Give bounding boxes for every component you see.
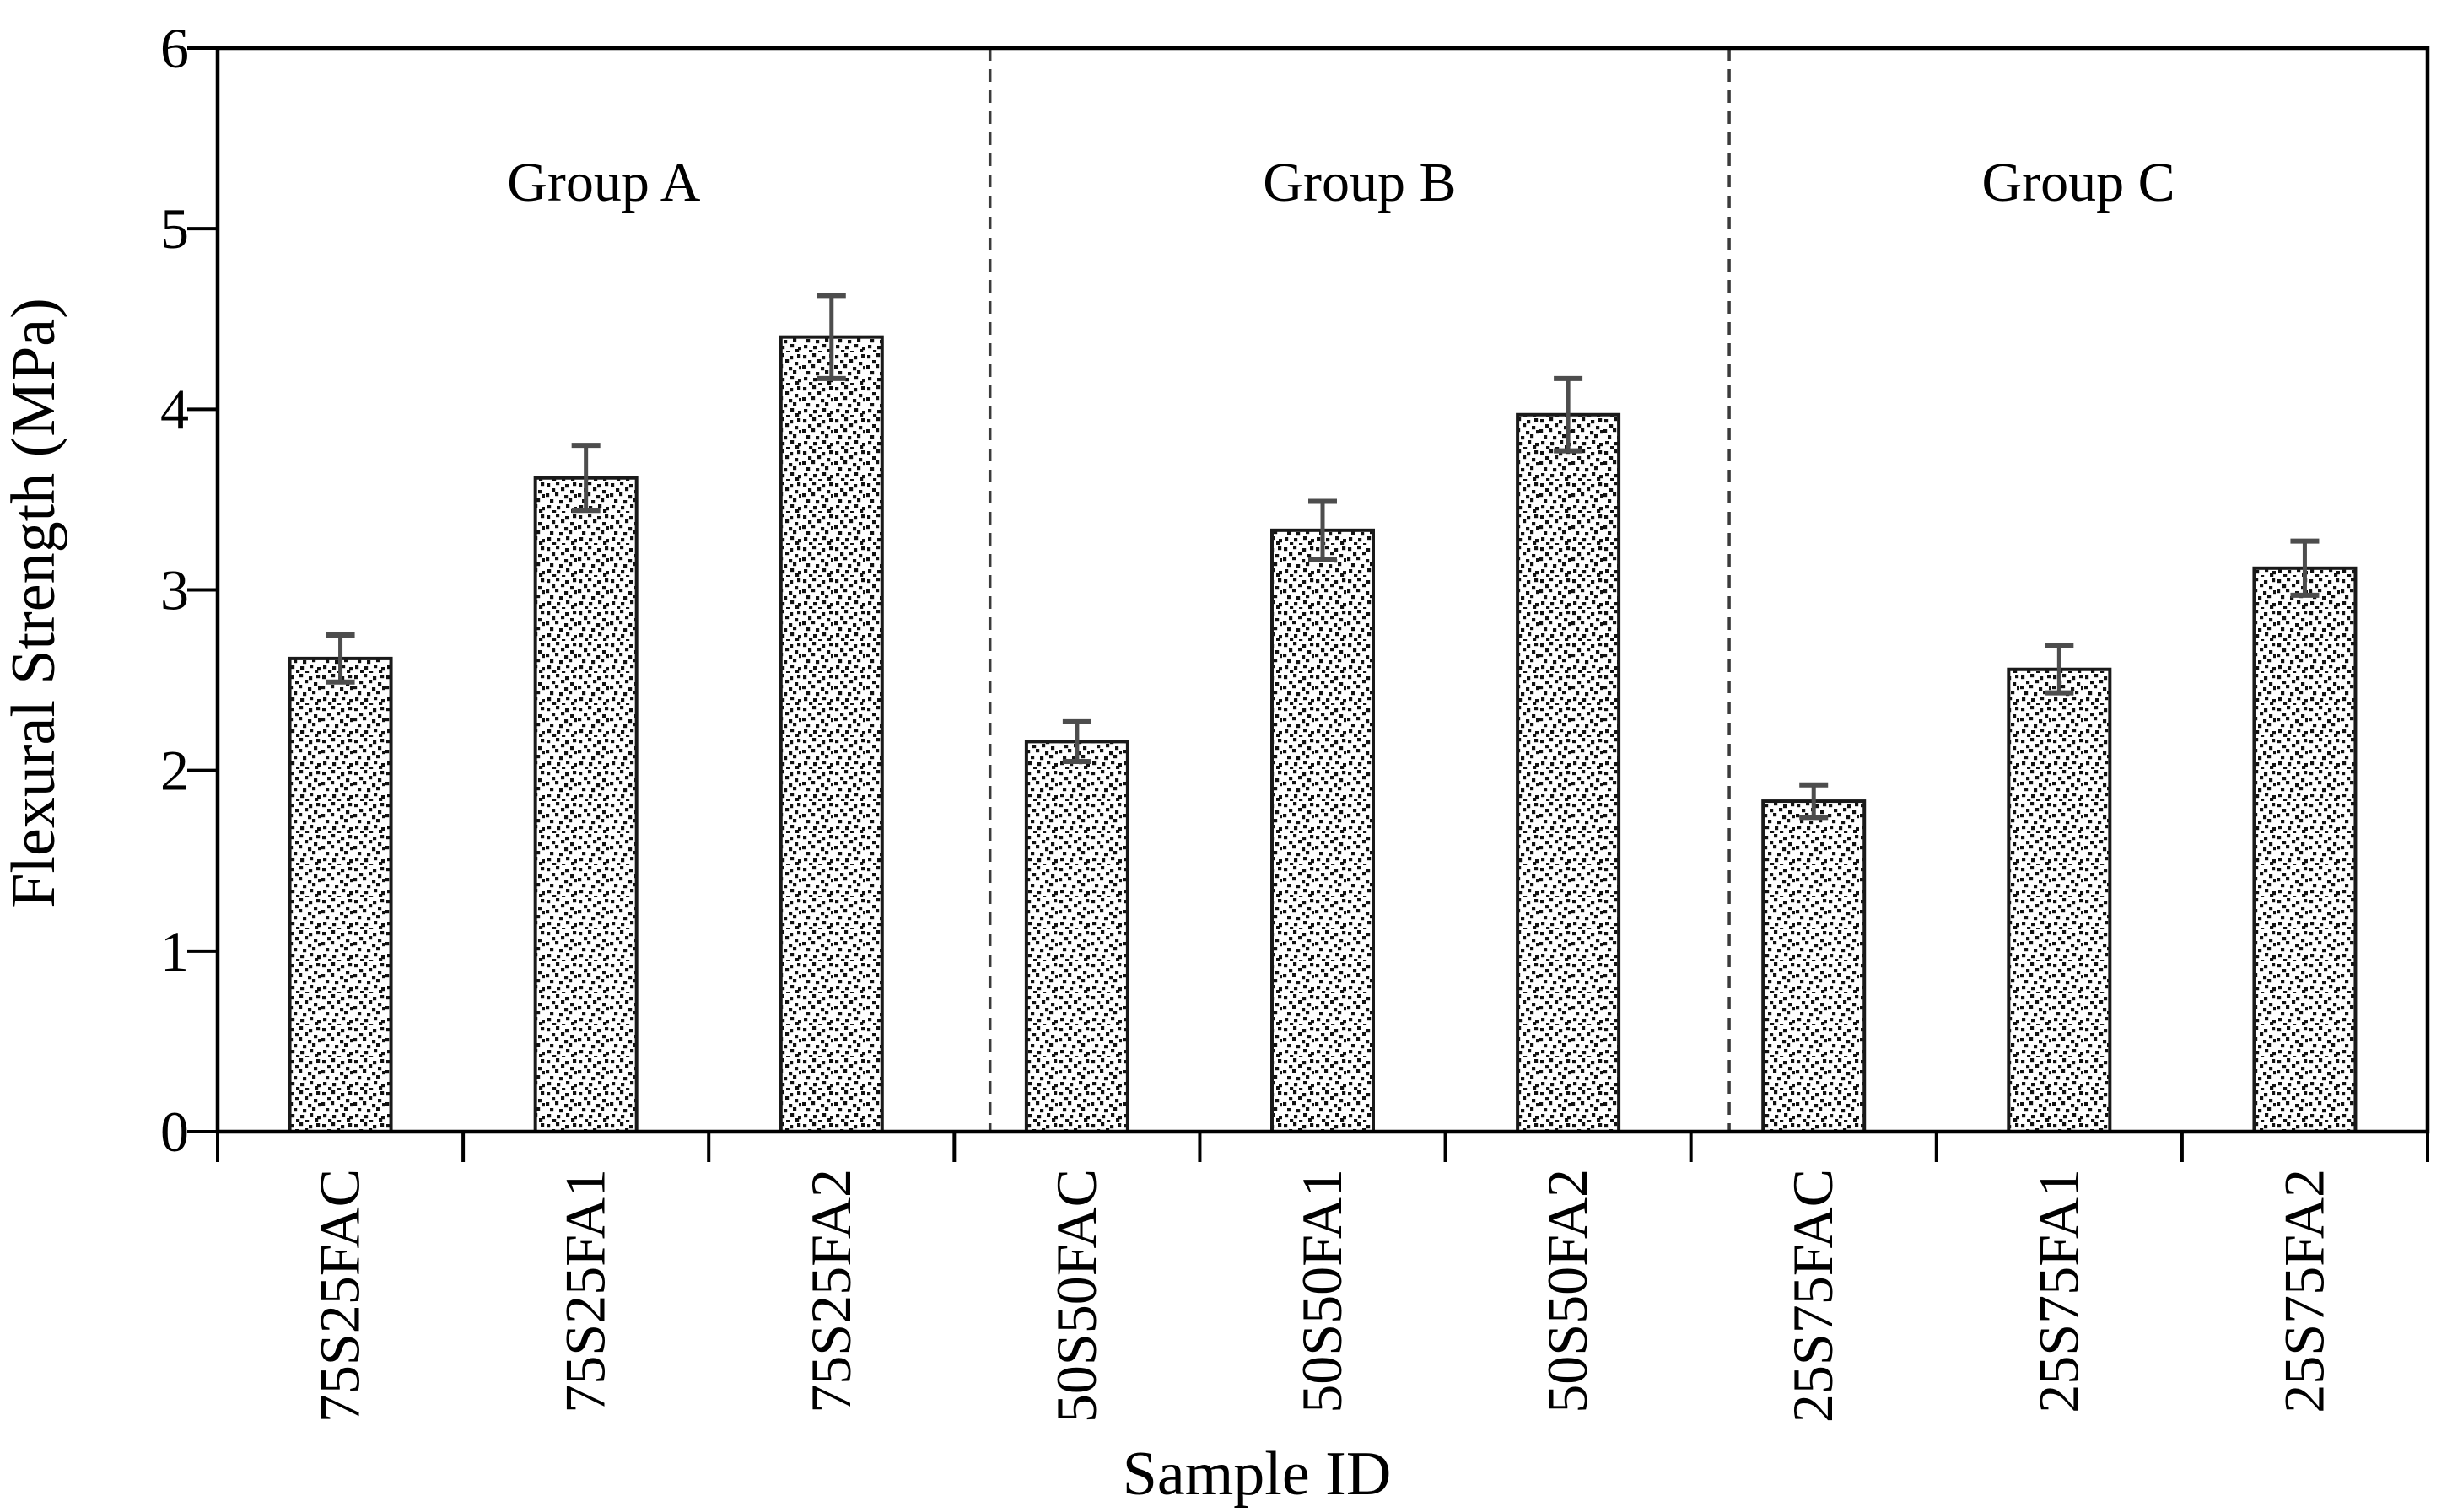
x-tick-label: 25S75FAC — [1781, 1169, 1845, 1423]
error-bar-25S75FAC — [1799, 782, 1829, 821]
y-tick-label: 1 — [160, 919, 189, 983]
x-tick-label: 75S25FAC — [308, 1169, 372, 1423]
x-tick-label: 75S25FA1 — [553, 1169, 617, 1413]
x-tick-label: 25S75FA1 — [2026, 1169, 2090, 1413]
bar-75S25FA2 — [779, 335, 884, 1133]
bar-75S25FA1 — [533, 476, 639, 1133]
x-axis-title: Sample ID — [1123, 1439, 1392, 1509]
group-label: Group B — [1263, 152, 1456, 213]
bar-25S75FA2 — [2252, 566, 2358, 1133]
bar-25S75FA1 — [2007, 667, 2112, 1133]
error-bar-50S50FAC — [1062, 718, 1091, 764]
x-tick-label: 50S50FA1 — [1290, 1169, 1354, 1413]
error-bar-75S25FAC — [326, 632, 355, 685]
group-label: Group C — [1981, 152, 2175, 213]
y-tick-label: 0 — [160, 1100, 189, 1164]
error-bar-75S25FA1 — [571, 443, 601, 514]
y-tick-label: 3 — [160, 558, 189, 622]
error-bar-50S50FA2 — [1554, 375, 1583, 454]
error-bar-25S75FA2 — [2290, 538, 2320, 598]
error-bar-50S50FA1 — [1308, 498, 1337, 562]
y-tick-label: 2 — [160, 739, 189, 803]
x-tick-label: 50S50FAC — [1044, 1169, 1108, 1423]
x-tick-label: 25S75FA2 — [2272, 1169, 2336, 1413]
y-axis-title: Flexural Strength (MPa) — [0, 298, 68, 907]
group-label: Group A — [507, 152, 701, 213]
x-tick-label: 75S25FA2 — [799, 1169, 863, 1413]
y-tick-label: 4 — [160, 377, 189, 441]
error-bar-75S25FA2 — [817, 293, 846, 381]
y-tick-label: 6 — [160, 16, 189, 80]
bar-50S50FA1 — [1270, 528, 1375, 1133]
bar-50S50FA2 — [1516, 412, 1621, 1133]
y-tick-label: 5 — [160, 196, 189, 261]
bar-25S75FAC — [1761, 799, 1867, 1133]
error-bar-25S75FA1 — [2045, 643, 2074, 696]
bar-50S50FAC — [1024, 740, 1129, 1134]
x-tick-label: 50S50FA2 — [1535, 1169, 1599, 1413]
bar-75S25FAC — [288, 656, 393, 1133]
